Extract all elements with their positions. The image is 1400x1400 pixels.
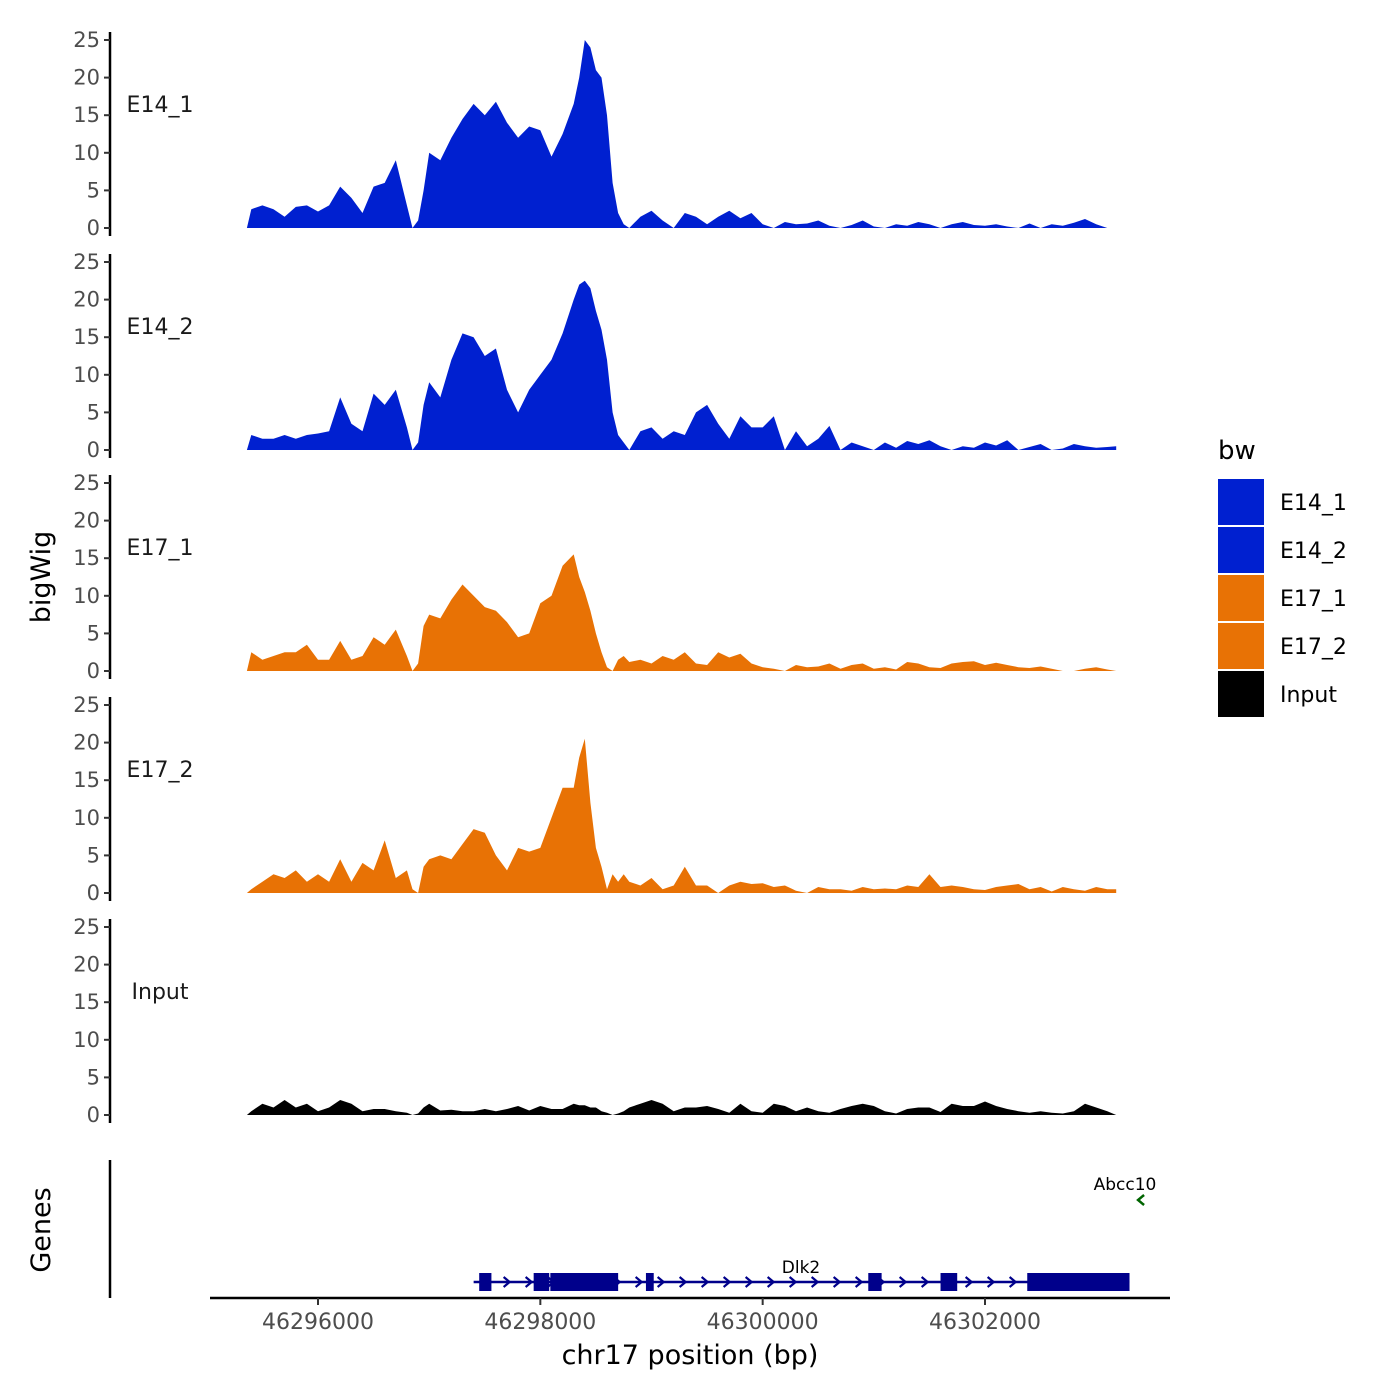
exon-block xyxy=(940,1273,958,1291)
genes-panel: Dlk2 Abcc10 xyxy=(108,1160,1157,1298)
legend-label: E14_1 xyxy=(1280,491,1347,516)
track-label: Input xyxy=(132,980,189,1005)
legend-label: E17_2 xyxy=(1280,635,1347,660)
signal-area xyxy=(246,738,1117,893)
signal-area xyxy=(246,554,1117,671)
strand-arrow xyxy=(986,1276,996,1288)
exon-block xyxy=(550,1273,619,1291)
x-axis: 46296000 46298000 46300000 46302000 xyxy=(210,1296,1170,1335)
y-tick-label: 25 xyxy=(73,693,100,717)
legend-swatch xyxy=(1218,623,1264,669)
y-tick-label: 5 xyxy=(87,400,100,424)
track-label: E14_1 xyxy=(127,93,194,118)
gene-label: Abcc10 xyxy=(1094,1175,1157,1195)
y-tick-label: 25 xyxy=(73,471,100,495)
strand-arrow xyxy=(722,1276,732,1288)
gene-dlk2: Dlk2 xyxy=(473,1258,1130,1291)
strand-arrow xyxy=(832,1276,842,1288)
y-tick-label: 25 xyxy=(73,250,100,274)
track-label: E14_2 xyxy=(127,315,194,340)
track-e14-1: 0 5 10 15 20 25 E14_1 xyxy=(73,28,1117,240)
y-tick-label: 10 xyxy=(73,363,100,387)
y-tick-label: 20 xyxy=(73,66,100,90)
y-tick-label: 0 xyxy=(87,216,100,240)
y-tick-label: 0 xyxy=(87,881,100,905)
strand-arrow xyxy=(854,1276,864,1288)
legend-label: Input xyxy=(1280,683,1337,708)
y-tick-label: 5 xyxy=(87,1065,100,1089)
track-label: E17_1 xyxy=(127,536,194,561)
y-tick-label: 10 xyxy=(73,584,100,608)
exon-block xyxy=(533,1273,550,1291)
signal-area xyxy=(246,40,1117,228)
strand-arrow xyxy=(1136,1194,1145,1206)
y-tick-label: 15 xyxy=(73,103,100,127)
x-tick-label: 46296000 xyxy=(262,1310,374,1335)
strand-arrow xyxy=(898,1276,908,1288)
y-tick-label: 0 xyxy=(87,659,100,683)
legend-label: E14_2 xyxy=(1280,539,1347,564)
legend-swatch xyxy=(1218,671,1264,717)
track-e17-1: 0 5 10 15 20 25 E17_1 xyxy=(73,471,1117,683)
strand-arrow xyxy=(810,1276,820,1288)
genes-axis-title: Genes xyxy=(26,1187,57,1272)
track-panels: 0 5 10 15 20 25 E14_1 0 5 10 15 20 25 E14_2 0 5 10 15 20 25… xyxy=(73,28,1117,1127)
y-tick-label: 5 xyxy=(87,178,100,202)
y-tick-label: 20 xyxy=(73,288,100,312)
y-axis-title: bigWig xyxy=(26,531,57,624)
exon-block xyxy=(645,1273,654,1291)
exon-block xyxy=(868,1273,882,1291)
y-tick-label: 0 xyxy=(87,1103,100,1127)
y-tick-label: 15 xyxy=(73,546,100,570)
track-input: 0 5 10 15 20 25 Input xyxy=(73,915,1117,1127)
signal-area xyxy=(246,1100,1117,1115)
strand-arrow xyxy=(788,1276,798,1288)
legend: bw E14_1 E14_2 E17_1 E17_2 Input xyxy=(1218,436,1347,717)
legend-swatch xyxy=(1218,479,1264,525)
strand-arrow xyxy=(744,1276,754,1288)
exon-block xyxy=(479,1273,492,1291)
strand-arrow xyxy=(964,1276,974,1288)
legend-title: bw xyxy=(1218,436,1256,466)
track-label: E17_2 xyxy=(127,758,194,783)
strand-arrow xyxy=(678,1276,688,1288)
y-tick-label: 0 xyxy=(87,438,100,462)
x-tick-label: 46300000 xyxy=(707,1310,819,1335)
y-tick-label: 10 xyxy=(73,141,100,165)
y-tick-label: 15 xyxy=(73,325,100,349)
track-e17-2: 0 5 10 15 20 25 E17_2 xyxy=(73,693,1117,905)
legend-swatch xyxy=(1218,575,1264,621)
x-tick-label: 46298000 xyxy=(484,1310,596,1335)
legend-label: E17_1 xyxy=(1280,587,1347,612)
y-tick-label: 20 xyxy=(73,731,100,755)
gene-abcc10: Abcc10 xyxy=(1094,1175,1157,1206)
y-tick-label: 25 xyxy=(73,28,100,52)
strand-arrow xyxy=(634,1276,644,1288)
legend-swatch xyxy=(1218,527,1264,573)
y-tick-label: 20 xyxy=(73,509,100,533)
track-e14-2: 0 5 10 15 20 25 E14_2 xyxy=(73,250,1117,462)
strand-arrow xyxy=(766,1276,776,1288)
y-tick-label: 5 xyxy=(87,843,100,867)
signal-area xyxy=(246,280,1117,450)
y-tick-label: 10 xyxy=(73,1028,100,1052)
y-tick-label: 20 xyxy=(73,953,100,977)
strand-arrow xyxy=(524,1276,534,1288)
gene-label: Dlk2 xyxy=(782,1258,820,1278)
strand-arrow xyxy=(1008,1276,1018,1288)
strand-arrow xyxy=(656,1276,666,1288)
x-tick-label: 46302000 xyxy=(929,1310,1041,1335)
y-tick-label: 25 xyxy=(73,915,100,939)
strand-arrow xyxy=(920,1276,930,1288)
strand-arrow xyxy=(700,1276,710,1288)
exon-block xyxy=(1027,1273,1130,1291)
y-tick-label: 15 xyxy=(73,990,100,1014)
strand-arrow xyxy=(502,1276,512,1288)
y-tick-label: 10 xyxy=(73,806,100,830)
y-tick-label: 5 xyxy=(87,621,100,645)
y-tick-label: 15 xyxy=(73,768,100,792)
x-axis-title: chr17 position (bp) xyxy=(562,1340,819,1371)
